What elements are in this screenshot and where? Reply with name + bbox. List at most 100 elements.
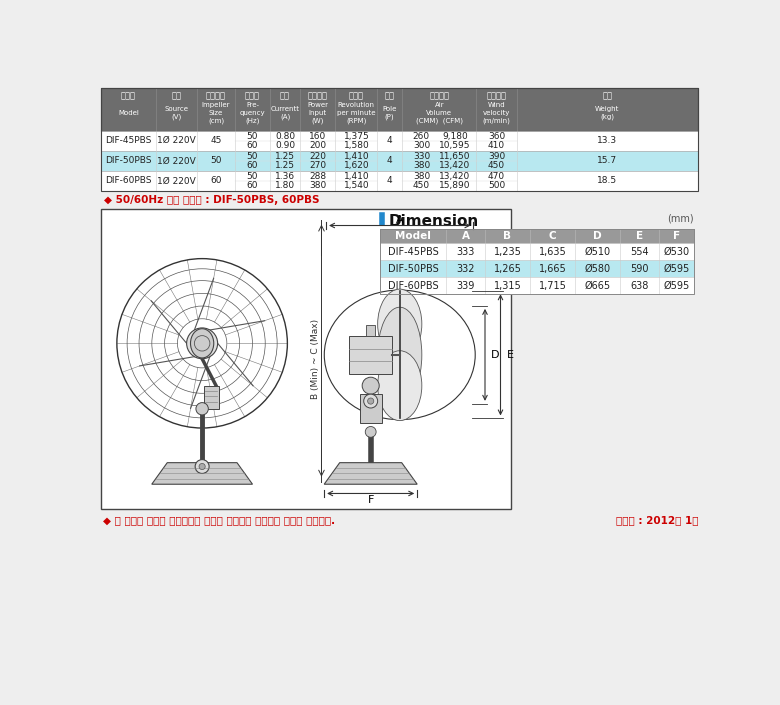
Text: 18.5: 18.5 bbox=[597, 176, 618, 185]
Bar bbox=[101, 131, 698, 151]
Text: 1Ø 220V: 1Ø 220V bbox=[158, 176, 196, 185]
Text: 1.80: 1.80 bbox=[275, 180, 295, 190]
Text: 1,235: 1,235 bbox=[494, 247, 521, 257]
Text: Revolution
per minute
(RPM): Revolution per minute (RPM) bbox=[337, 102, 376, 124]
Circle shape bbox=[186, 328, 218, 359]
Bar bbox=[381, 243, 694, 260]
Text: 332: 332 bbox=[456, 264, 475, 274]
Text: DIF-45PBS: DIF-45PBS bbox=[105, 136, 151, 145]
Text: E: E bbox=[507, 350, 514, 360]
Text: (mm): (mm) bbox=[668, 214, 694, 224]
Text: 1.25: 1.25 bbox=[275, 161, 295, 170]
Text: 회전수: 회전수 bbox=[349, 91, 363, 100]
Text: 1,410: 1,410 bbox=[343, 172, 369, 181]
Text: Pole
(P): Pole (P) bbox=[382, 106, 397, 120]
Ellipse shape bbox=[378, 289, 422, 359]
Text: 1,665: 1,665 bbox=[538, 264, 566, 274]
Text: 410: 410 bbox=[488, 141, 505, 149]
Text: 333: 333 bbox=[456, 247, 475, 257]
Text: 1,410: 1,410 bbox=[343, 152, 369, 161]
Text: 13,420: 13,420 bbox=[439, 161, 470, 170]
Text: 10,595: 10,595 bbox=[439, 141, 470, 149]
Text: 60: 60 bbox=[246, 161, 258, 170]
Text: Impeller
Size
(cm): Impeller Size (cm) bbox=[202, 102, 230, 124]
Text: 전류: 전류 bbox=[280, 91, 290, 100]
Text: 450: 450 bbox=[413, 180, 430, 190]
Bar bbox=[101, 171, 698, 191]
Text: 339: 339 bbox=[456, 281, 475, 290]
Text: 1,540: 1,540 bbox=[343, 180, 369, 190]
Text: 450: 450 bbox=[488, 161, 505, 170]
Text: A: A bbox=[462, 231, 470, 241]
Text: 1,620: 1,620 bbox=[343, 161, 369, 170]
Text: 4: 4 bbox=[387, 157, 392, 166]
Text: 60: 60 bbox=[211, 176, 222, 185]
Text: Ø530: Ø530 bbox=[663, 247, 690, 257]
Text: DIF-50PBS: DIF-50PBS bbox=[388, 264, 438, 274]
Text: 15.7: 15.7 bbox=[597, 157, 618, 166]
Text: Weight
(kg): Weight (kg) bbox=[595, 106, 619, 120]
Bar bbox=[381, 229, 694, 294]
Text: 1,715: 1,715 bbox=[538, 281, 566, 290]
Text: A: A bbox=[396, 215, 403, 225]
Text: 50: 50 bbox=[246, 152, 258, 161]
Text: 60: 60 bbox=[246, 180, 258, 190]
Text: Ø580: Ø580 bbox=[584, 264, 611, 274]
Text: Wind
velocity
(m/min): Wind velocity (m/min) bbox=[483, 102, 511, 124]
Circle shape bbox=[196, 403, 208, 415]
Ellipse shape bbox=[190, 329, 214, 358]
Bar bbox=[204, 386, 219, 409]
Text: 1,315: 1,315 bbox=[494, 281, 521, 290]
Text: 9,180: 9,180 bbox=[442, 132, 468, 141]
Bar bbox=[360, 394, 381, 424]
Bar bbox=[101, 87, 698, 191]
Text: 300: 300 bbox=[413, 141, 430, 149]
Text: 60: 60 bbox=[246, 141, 258, 149]
Text: 288: 288 bbox=[309, 172, 326, 181]
Polygon shape bbox=[152, 462, 253, 484]
Text: 220: 220 bbox=[309, 152, 326, 161]
Bar bbox=[381, 229, 694, 243]
Text: 1Ø 220V: 1Ø 220V bbox=[158, 136, 196, 145]
Text: 0.80: 0.80 bbox=[275, 132, 295, 141]
Text: 260: 260 bbox=[413, 132, 430, 141]
Text: D: D bbox=[593, 231, 601, 241]
Text: 1.25: 1.25 bbox=[275, 152, 295, 161]
Text: 390: 390 bbox=[488, 152, 505, 161]
Text: F: F bbox=[367, 495, 374, 505]
Circle shape bbox=[363, 394, 378, 408]
Text: 최대풍속: 최대풍속 bbox=[487, 91, 507, 100]
Text: 380: 380 bbox=[309, 180, 326, 190]
Circle shape bbox=[194, 336, 210, 351]
Text: 0.90: 0.90 bbox=[275, 141, 295, 149]
Text: 330: 330 bbox=[413, 152, 430, 161]
Circle shape bbox=[367, 398, 374, 404]
Text: DIF-45PBS: DIF-45PBS bbox=[388, 247, 438, 257]
Text: 1,265: 1,265 bbox=[494, 264, 521, 274]
Ellipse shape bbox=[378, 307, 422, 403]
Text: 590: 590 bbox=[630, 264, 648, 274]
Text: 50: 50 bbox=[246, 172, 258, 181]
Circle shape bbox=[195, 460, 209, 474]
Text: Air
Volume
(CMM)  (CFM): Air Volume (CMM) (CFM) bbox=[416, 102, 463, 124]
Text: 270: 270 bbox=[309, 161, 326, 170]
Bar bbox=[101, 87, 698, 131]
Text: Dimension: Dimension bbox=[388, 214, 478, 229]
Text: 중량: 중량 bbox=[602, 91, 612, 100]
Text: 13.3: 13.3 bbox=[597, 136, 618, 145]
Text: B (Min) ~ C (Max): B (Min) ~ C (Max) bbox=[310, 319, 320, 399]
Text: 제작일 : 2012년 1월: 제작일 : 2012년 1월 bbox=[615, 515, 698, 525]
Text: Ø510: Ø510 bbox=[584, 247, 611, 257]
Text: 1.36: 1.36 bbox=[275, 172, 295, 181]
Text: Model: Model bbox=[118, 110, 139, 116]
Bar bbox=[366, 325, 375, 336]
Text: 380: 380 bbox=[413, 161, 430, 170]
Text: DIF-60PBS: DIF-60PBS bbox=[388, 281, 438, 290]
Text: 1Ø 220V: 1Ø 220V bbox=[158, 157, 196, 166]
Text: Power
Input
(W): Power Input (W) bbox=[307, 102, 328, 124]
Text: 1,580: 1,580 bbox=[343, 141, 369, 149]
Text: 날개크기: 날개크기 bbox=[206, 91, 226, 100]
Text: 최대풍량: 최대풍량 bbox=[429, 91, 449, 100]
Text: DIF-50PBS: DIF-50PBS bbox=[105, 157, 152, 166]
Text: Model: Model bbox=[395, 231, 431, 241]
